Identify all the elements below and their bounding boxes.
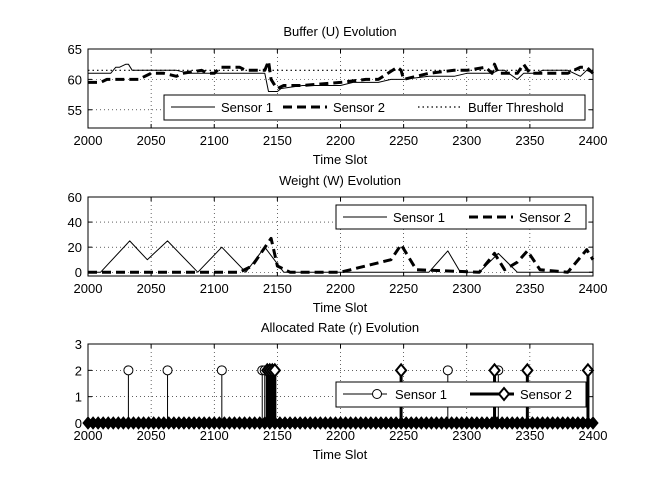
rate-legend: Sensor 1 Sensor 2: [335, 381, 587, 408]
rate-xlabel: Time Slot: [313, 447, 368, 462]
buffer-ytick-label: 65: [68, 42, 82, 57]
rate-xtick-label: 2150: [263, 428, 292, 443]
rate-xtick-label: 2300: [452, 428, 481, 443]
buffer-line-sensor-2: [88, 59, 595, 90]
weight-xtick-label: 2150: [263, 281, 292, 296]
rate-xtick-label: 2200: [326, 428, 355, 443]
weight-legend-label-sensor1: Sensor 1: [393, 210, 445, 225]
rate-marker-sensor-1: [123, 365, 134, 376]
rate-ytick-label: 0: [75, 416, 82, 431]
weight-panel: Weight (W) Evolution 2000 2050 2100 2150 220…: [68, 173, 608, 315]
rate-xtick-label: 2000: [74, 428, 103, 443]
buffer-series: [88, 59, 595, 92]
rate-xticks: 2000 2050 2100 2150 2200 2250 2300 2350 2400: [74, 344, 608, 443]
weight-xtick-label: 2350: [515, 281, 544, 296]
weight-title: Weight (W) Evolution: [279, 173, 401, 188]
weight-xtick-label: 2000: [74, 281, 103, 296]
rate-yticks: 0 1 2 3: [75, 337, 593, 431]
rate-xtick-label: 2400: [579, 428, 608, 443]
buffer-ytick-label: 60: [68, 72, 82, 87]
buffer-xtick-label: 2000: [74, 133, 103, 148]
buffer-xtick-label: 2150: [263, 133, 292, 148]
weight-xtick-label: 2100: [200, 281, 229, 296]
rate-zero-markers: [82, 416, 599, 430]
weight-xticks: 2000 2050 2100 2150 2200 2250 2300 2350 2400: [74, 197, 608, 296]
buffer-xtick-label: 2350: [515, 133, 544, 148]
rate-panel: Allocated Rate (r) Evolution 2000 2050 210…: [74, 320, 608, 462]
rate-xtick-label: 2350: [515, 428, 544, 443]
buffer-xticks: 2000 2050 2100 2150 2200 2250 2300 2350 2400: [74, 49, 608, 148]
weight-yticks: 0 20 40 60: [68, 190, 593, 280]
buffer-title: Buffer (U) Evolution: [283, 24, 396, 39]
buffer-ytick-label: 55: [68, 103, 82, 118]
rate-marker-sensor-2: [488, 362, 501, 378]
weight-ytick-label: 60: [68, 190, 82, 205]
buffer-xtick-label: 2300: [452, 133, 481, 148]
rate-marker-sensor-2: [268, 362, 282, 378]
rate-marker-sensor-2: [581, 362, 595, 378]
buffer-panel: Buffer (U) Evolution 2000 2050 2100 2150 220…: [68, 24, 608, 167]
weight-legend: Sensor 1 Sensor 2: [335, 204, 587, 230]
rate-marker-sensor-2: [394, 362, 408, 378]
buffer-yticks: 55 60 65: [68, 42, 593, 118]
weight-ytick-label: 40: [68, 215, 82, 230]
buffer-legend-label-sensor2: Sensor 2: [333, 100, 385, 115]
weight-line-sensor-2: [88, 236, 595, 274]
buffer-xtick-label: 2250: [389, 133, 418, 148]
rate-marker-sensor-1: [216, 365, 227, 376]
rate-ytick-label: 2: [75, 363, 82, 378]
rate-marker-sensor-1: [162, 365, 173, 376]
rate-legend-label-sensor2: Sensor 2: [520, 387, 572, 402]
rate-xtick-label: 2100: [200, 428, 229, 443]
buffer-xtick-label: 2100: [200, 133, 229, 148]
rate-legend-label-sensor1: Sensor 1: [395, 387, 447, 402]
weight-xtick-label: 2050: [137, 281, 166, 296]
buffer-legend-box: [163, 94, 586, 121]
weight-xtick-label: 2200: [326, 281, 355, 296]
buffer-line-sensor-1: [88, 63, 594, 92]
rate-title: Allocated Rate (r) Evolution: [261, 320, 419, 335]
buffer-xlabel: Time Slot: [313, 152, 368, 167]
weight-xtick-label: 2400: [579, 281, 608, 296]
weight-ytick-label: 0: [75, 265, 82, 280]
buffer-xtick-label: 2050: [137, 133, 166, 148]
weight-series: [88, 236, 595, 274]
buffer-legend: Sensor 1 Sensor 2 Buffer Threshold: [163, 94, 586, 121]
rate-marker-sensor-1: [442, 365, 453, 376]
weight-legend-label-sensor2: Sensor 2: [519, 210, 571, 225]
rate-legend-marker-sensor1: [372, 389, 382, 399]
weight-xtick-label: 2300: [452, 281, 481, 296]
weight-xtick-label: 2250: [389, 281, 418, 296]
buffer-legend-label-threshold: Buffer Threshold: [468, 100, 564, 115]
rate-series: [123, 362, 595, 423]
rate-xtick-label: 2250: [389, 428, 418, 443]
rate-ytick-label: 1: [75, 390, 82, 405]
rate-legend-marker-sensor2: [497, 386, 511, 402]
weight-ytick-label: 20: [68, 240, 82, 255]
rate-marker-sensor-2: [521, 362, 534, 378]
rate-xtick-label: 2050: [137, 428, 166, 443]
weight-xlabel: Time Slot: [313, 300, 368, 315]
rate-ytick-label: 3: [75, 337, 82, 352]
buffer-xtick-label: 2400: [579, 133, 608, 148]
buffer-legend-label-sensor1: Sensor 1: [221, 100, 273, 115]
buffer-xtick-label: 2200: [326, 133, 355, 148]
